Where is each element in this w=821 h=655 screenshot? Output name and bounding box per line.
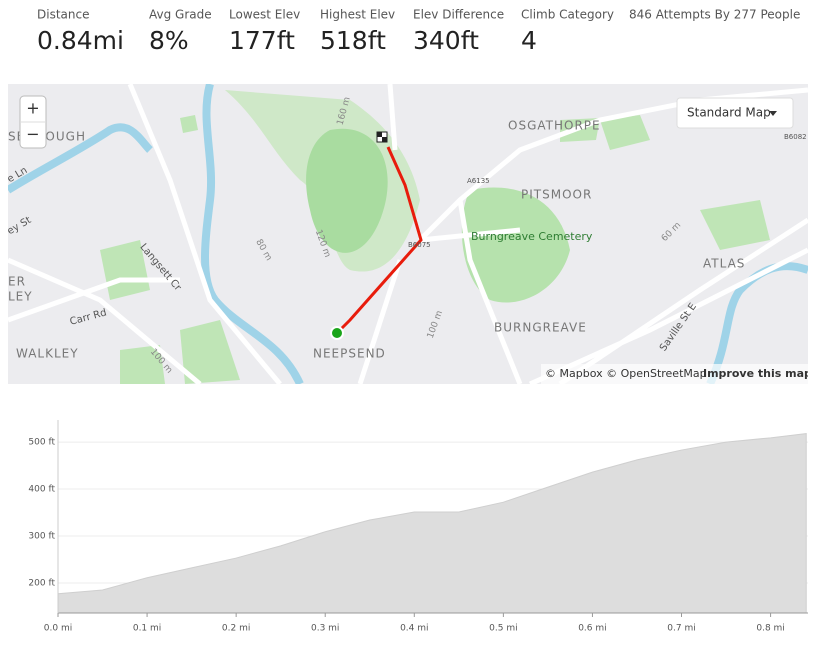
x-tick-label: 0.3 mi (311, 624, 339, 634)
stat-value: 518ft (320, 26, 386, 55)
stat-label: Lowest Elev (229, 8, 300, 22)
zoom-control: + − (19, 95, 47, 149)
map-label: ER (8, 275, 26, 289)
map-label: PITSMOOR (521, 188, 592, 202)
map-label: LEY (8, 290, 33, 304)
attempts: 846 Attempts By 277 People (629, 8, 800, 22)
y-tick-label: 500 ft (28, 438, 55, 448)
route-start (330, 326, 344, 340)
map-label: ATLAS (703, 257, 745, 271)
x-tick-label: 0.8 mi (756, 624, 784, 634)
y-tick-label: 200 ft (28, 578, 55, 588)
x-tick-label: 0.2 mi (222, 624, 250, 634)
attribution: © Mapbox © OpenStreetMap (545, 367, 707, 380)
map-label: B6082 (784, 133, 807, 141)
button-label[interactable]: Standard Map (687, 106, 771, 120)
route (335, 146, 423, 335)
river (201, 84, 304, 384)
stat-value: 340ft (413, 26, 479, 55)
stat-label: Avg Grade (149, 8, 212, 22)
route-finish (376, 131, 388, 143)
stat-value: 177ft (229, 26, 295, 55)
y-tick-label: 300 ft (28, 531, 55, 541)
river (8, 123, 153, 194)
road (8, 84, 808, 384)
x-tick-label: 0.6 mi (578, 624, 606, 634)
map-label: Burngreave Cemetery (471, 230, 593, 243)
map-label: A6135 (467, 177, 490, 185)
button-bg (676, 97, 794, 129)
elevation-area (57, 433, 807, 614)
map-label: BURNGREAVE (494, 321, 587, 335)
zoom-in[interactable]: + (26, 99, 39, 118)
stat-label: Distance (37, 8, 89, 22)
x-tick-label: 0.5 mi (489, 624, 517, 634)
stat-label: Highest Elev (320, 8, 395, 22)
map-style-button[interactable]: Standard Map (676, 97, 794, 129)
map-label: OSGATHORPE (508, 119, 601, 133)
x-tick-label: 0.4 mi (400, 624, 428, 634)
map-label: B6075 (408, 241, 431, 249)
map: OSGATHORPE PITSMOOR Burngreave Cemetery … (8, 84, 812, 384)
attribution-link[interactable]: Improve this map (703, 367, 812, 380)
map-label: NEEPSEND (313, 347, 386, 361)
elevation-chart: 200 ft 300 ft 400 ft 500 ft 0.0 mi 0.1 mi 0.2 … (28, 420, 808, 634)
stat-label: Climb Category (521, 8, 614, 22)
x-tick-label: 0.0 mi (44, 624, 72, 634)
attribution-bg (541, 364, 808, 384)
park (306, 128, 388, 253)
stats-row: Distance 0.84mi Avg Grade 8% Lowest Elev 177f… (37, 8, 614, 56)
zoom-out[interactable]: − (26, 125, 39, 144)
x-tick-label: 0.1 mi (133, 624, 161, 634)
stat-value: 0.84mi (37, 26, 124, 55)
x-tick-label: 0.7 mi (667, 624, 695, 634)
stat-value: 4 (521, 26, 537, 55)
river (706, 262, 808, 384)
stat-value: 8% (149, 26, 189, 55)
map-label: WALKLEY (16, 347, 79, 361)
stat-label: Elev Difference (413, 8, 504, 22)
park (461, 187, 570, 303)
y-tick-label: 400 ft (28, 485, 55, 495)
dropdown-caret (769, 111, 777, 116)
